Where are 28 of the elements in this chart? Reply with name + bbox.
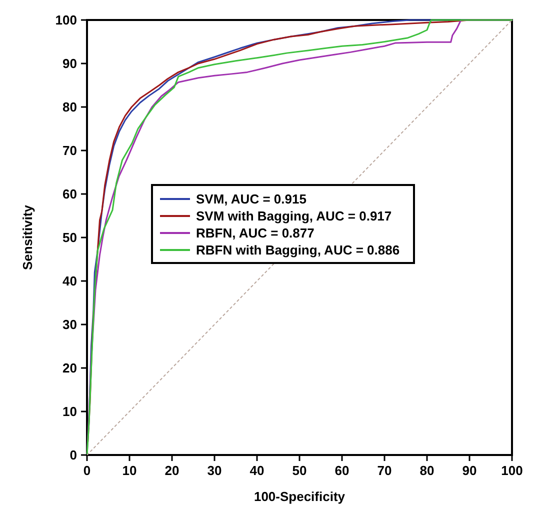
legend-label: RBFN, AUC = 0.877 <box>196 226 314 241</box>
x-tick-label: 80 <box>420 463 434 478</box>
y-tick-label: 0 <box>70 448 77 463</box>
y-tick-label: 60 <box>62 186 77 202</box>
x-tick-label: 100 <box>501 463 523 478</box>
y-tick-label: 100 <box>55 12 77 28</box>
x-tick-label: 30 <box>207 463 222 478</box>
x-tick-label: 50 <box>292 463 307 478</box>
x-tick-label: 0 <box>83 463 91 478</box>
legend-label: RBFN with Bagging, AUC = 0.886 <box>196 242 400 258</box>
x-tick-label: 60 <box>334 463 350 478</box>
x-tick-label: 90 <box>462 463 477 478</box>
y-tick-label: 10 <box>62 404 77 420</box>
legend-label: SVM with Bagging, AUC = 0.917 <box>196 208 392 224</box>
y-axis-title: Sensitivity <box>20 204 35 270</box>
x-tick-label: 10 <box>122 463 137 478</box>
y-tick-label: 20 <box>62 360 77 376</box>
y-tick-label: 50 <box>62 230 77 246</box>
x-tick-label: 70 <box>377 463 392 478</box>
legend-label: SVM, AUC = 0.915 <box>196 192 306 207</box>
y-tick-label: 70 <box>62 143 77 158</box>
y-tick-label: 40 <box>62 274 77 289</box>
x-tick-label: 40 <box>250 463 264 478</box>
x-axis-title: 100-Specificity <box>254 489 346 504</box>
y-tick-label: 80 <box>62 100 77 115</box>
y-tick-label: 30 <box>62 317 77 332</box>
y-tick-label: 90 <box>62 56 77 72</box>
x-tick-label: 20 <box>164 463 180 478</box>
